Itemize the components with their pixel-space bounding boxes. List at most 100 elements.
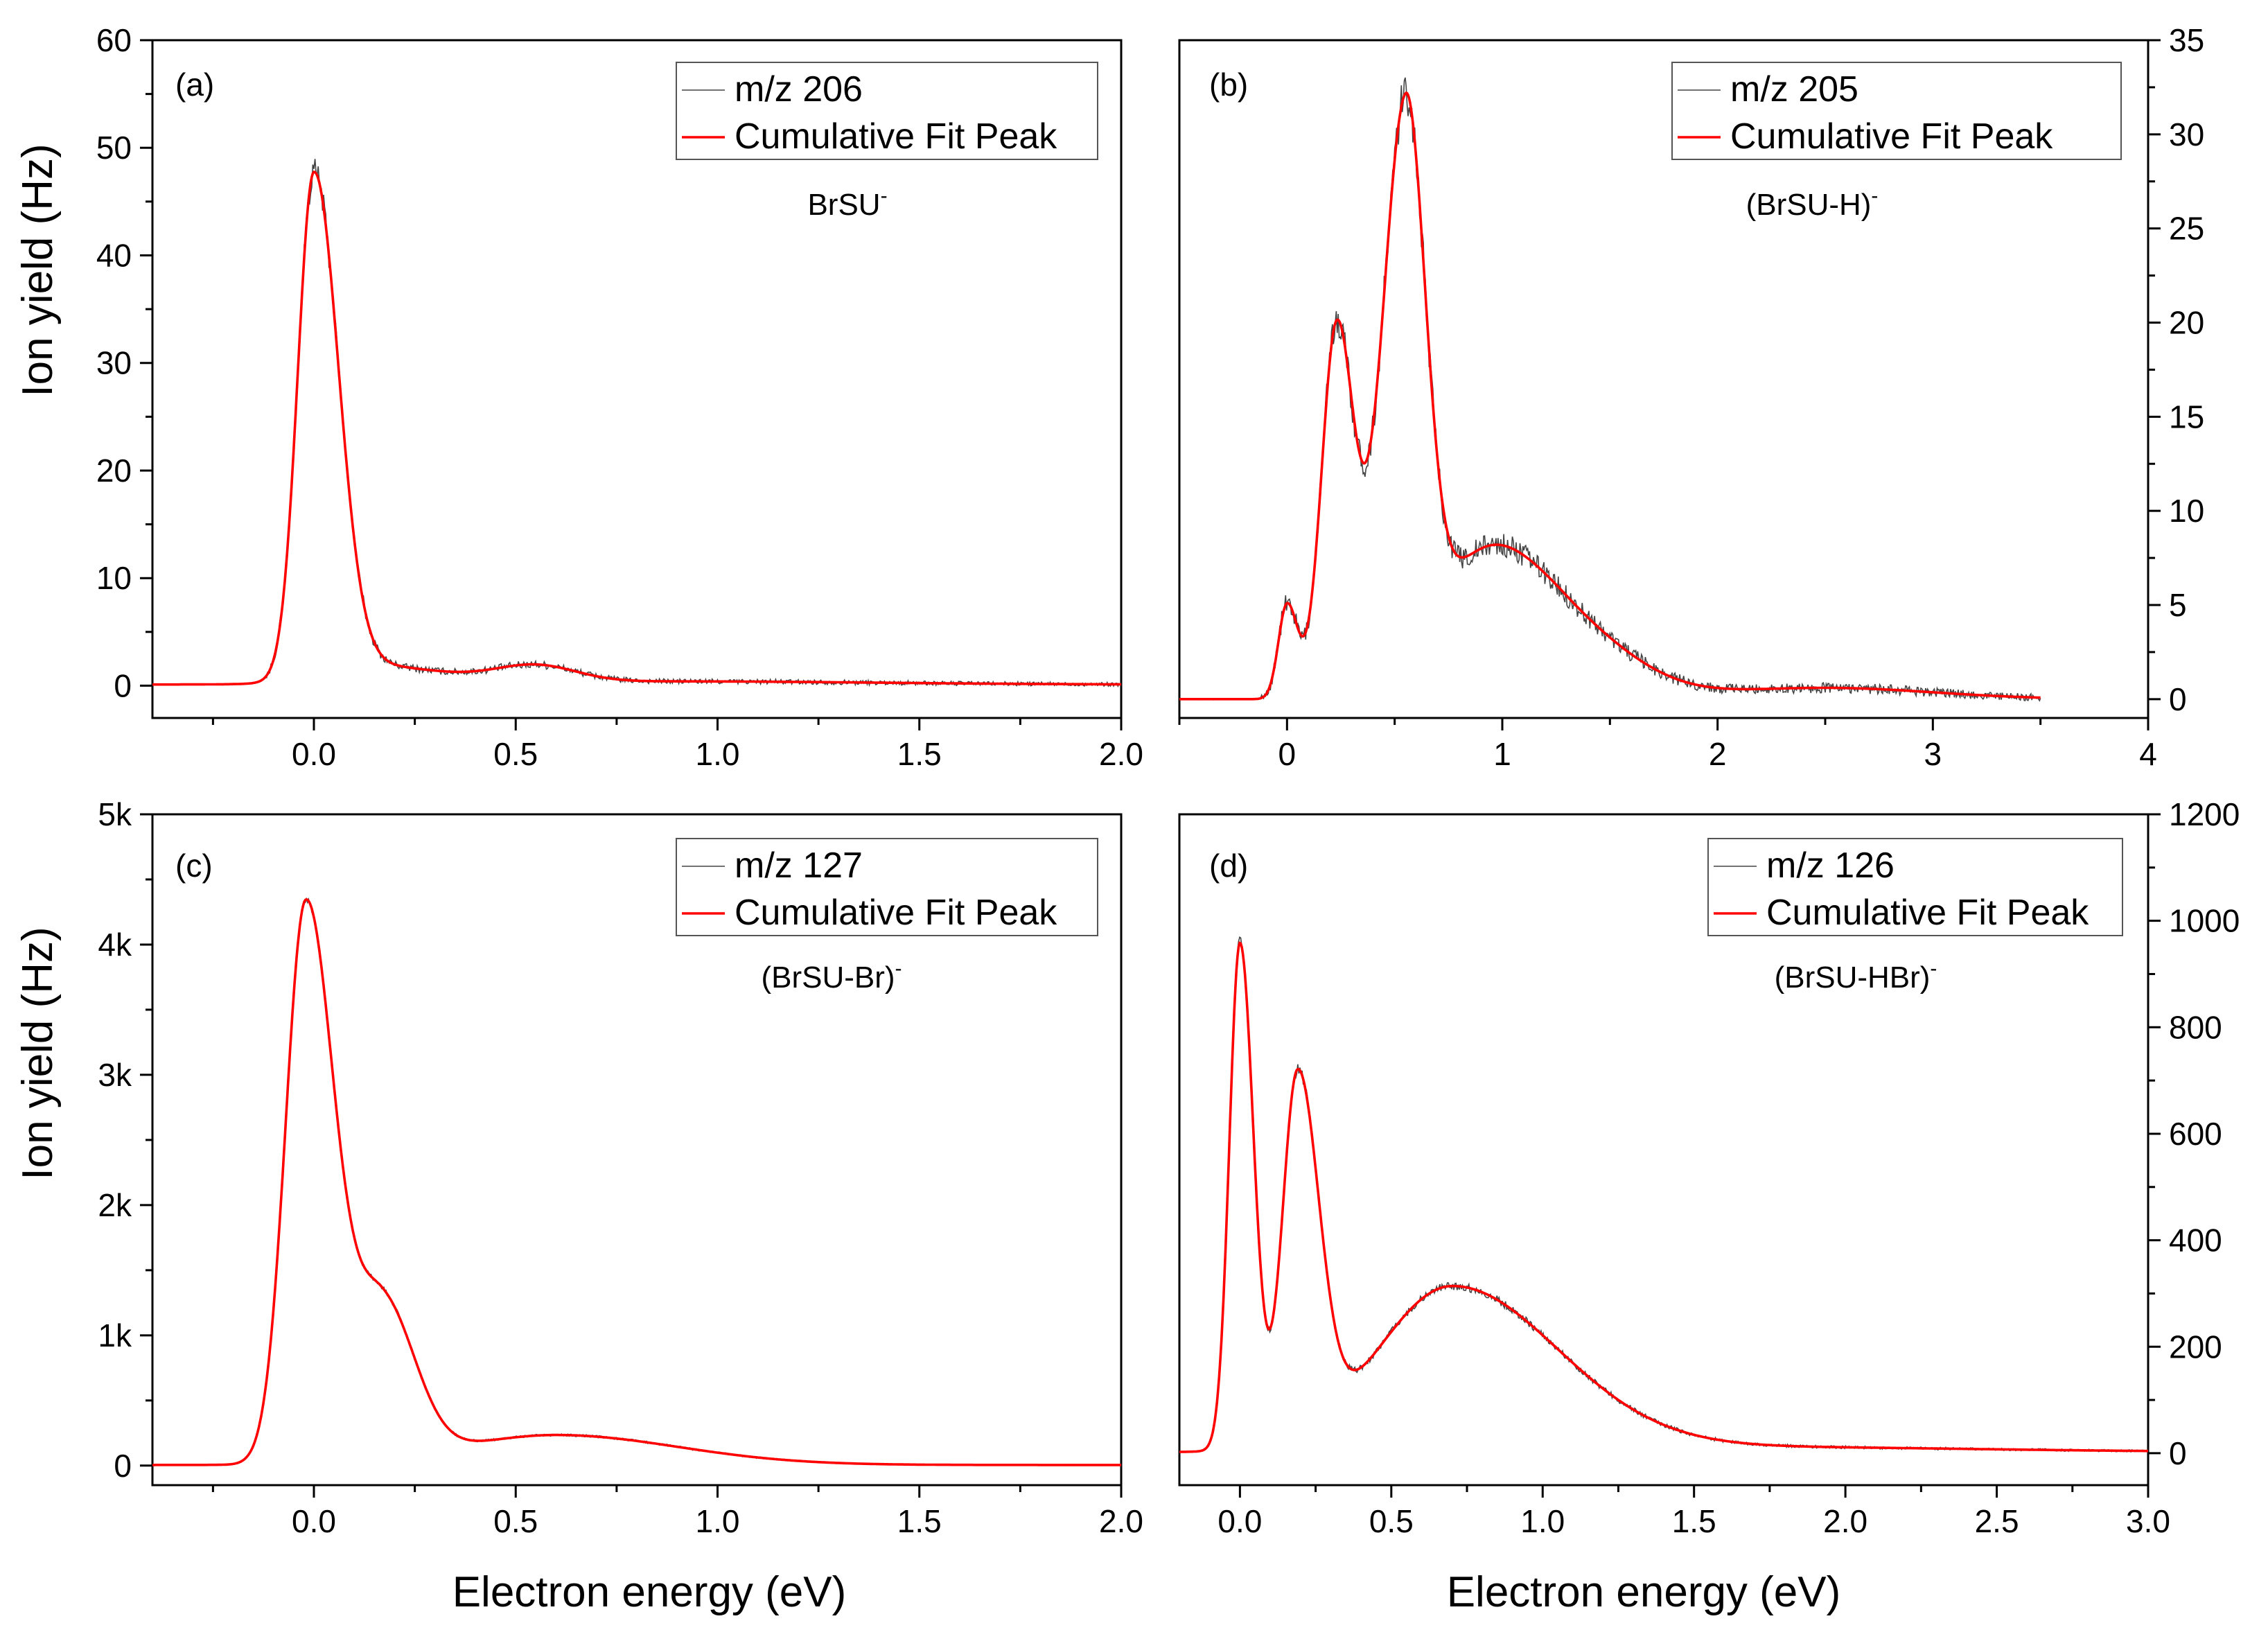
y-tick-label-a: 60 bbox=[96, 22, 132, 58]
panel-d: 0.0 0.5 1.0 1.5 2.0 2.5 3.0 0 200 400 600 800 1000 12… bbox=[1178, 796, 2240, 1539]
x-tick-label-b: 4 bbox=[2139, 736, 2157, 772]
legend-box-c bbox=[676, 838, 1098, 936]
legend-label-fit-d: Cumulative Fit Peak bbox=[1766, 893, 2089, 933]
y-tick-label-a: 50 bbox=[96, 130, 132, 166]
x-tick-label-c: 0.0 bbox=[292, 1503, 336, 1539]
y-tick-label-c: 2k bbox=[98, 1187, 132, 1223]
y-axis-title-bottom: Ion yield (Hz) bbox=[14, 927, 62, 1180]
y-tick-label-b: 20 bbox=[2169, 305, 2204, 341]
y-tick-label-a: 0 bbox=[114, 667, 132, 703]
legend-label-raw-c: m/z 127 bbox=[735, 845, 863, 886]
plot-frame-b bbox=[1178, 39, 2150, 719]
series-raw-a bbox=[152, 159, 1121, 688]
y-tick-label-a: 40 bbox=[96, 237, 132, 273]
x-tick-label-b: 2 bbox=[1709, 736, 1727, 772]
x-tick-label-c: 2.0 bbox=[1099, 1503, 1143, 1539]
y-tick-label-c: 5k bbox=[98, 796, 132, 832]
legend-label-raw-b: m/z 205 bbox=[1730, 69, 1858, 109]
legend-label-fit-c: Cumulative Fit Peak bbox=[735, 893, 1057, 933]
panel-a: 0.0 0.5 1.0 1.5 2.00102030405060(a)BrSU-m/z … bbox=[96, 22, 1143, 772]
legend-b: m/z 205 Cumulative Fit Peak bbox=[1671, 62, 2122, 160]
annotation-text-b: (BrSU-H) bbox=[1746, 188, 1872, 222]
x-tick-label-b: 3 bbox=[1924, 736, 1942, 772]
annotation-b: (BrSU-H)- bbox=[1746, 184, 1879, 222]
y-tick-label-d: 0 bbox=[2169, 1435, 2187, 1471]
legend-label-raw-a: m/z 206 bbox=[735, 69, 863, 109]
legend-box-b bbox=[1671, 62, 2122, 160]
x-tick-label-c: 1.0 bbox=[696, 1503, 740, 1539]
legend-label-fit-b: Cumulative Fit Peak bbox=[1730, 116, 2053, 157]
legend-d: m/z 126 Cumulative Fit Peak bbox=[1707, 838, 2123, 936]
legend-box-a bbox=[676, 62, 1098, 160]
x-tick-label-d: 0.5 bbox=[1369, 1503, 1414, 1539]
y-tick-label-d: 400 bbox=[2169, 1222, 2222, 1259]
annotation-text-c: (BrSU-Br) bbox=[761, 961, 895, 994]
x-axis-title-left: Electron energy (eV) bbox=[452, 1568, 847, 1616]
x-tick-label-a: 2.0 bbox=[1099, 736, 1143, 772]
legend-box-d bbox=[1707, 838, 2123, 936]
y-tick-label-b: 10 bbox=[2169, 493, 2204, 529]
series-fit-a bbox=[152, 170, 1121, 686]
x-tick-label-d: 3.0 bbox=[2126, 1503, 2170, 1539]
y-tick-label-b: 15 bbox=[2169, 398, 2204, 435]
legend-c: m/z 127 Cumulative Fit Peak bbox=[676, 838, 1098, 936]
y-tick-label-a: 20 bbox=[96, 453, 132, 489]
y-tick-label-a: 10 bbox=[96, 560, 132, 596]
y-tick-label-a: 30 bbox=[96, 345, 132, 381]
panel-label-b: (b) bbox=[1209, 67, 1248, 103]
x-tick-label-d: 0.0 bbox=[1217, 1503, 1262, 1539]
series-fit-d bbox=[1179, 941, 2148, 1453]
x-tick-label-d: 1.0 bbox=[1520, 1503, 1565, 1539]
annotation-text-a: BrSU bbox=[807, 188, 880, 222]
x-tick-label-c: 0.5 bbox=[493, 1503, 538, 1539]
y-tick-label-c: 1k bbox=[98, 1317, 132, 1353]
y-tick-label-b: 5 bbox=[2169, 587, 2187, 623]
plot-frame-d bbox=[1178, 813, 2150, 1487]
legend-label-raw-d: m/z 126 bbox=[1766, 845, 1895, 886]
x-tick-label-d: 1.5 bbox=[1672, 1503, 1716, 1539]
plot-frame-c bbox=[151, 813, 1123, 1487]
y-axis-title-top: Ion yield (Hz) bbox=[14, 143, 62, 396]
y-tick-label-c: 0 bbox=[114, 1448, 132, 1484]
y-tick-label-d: 800 bbox=[2169, 1009, 2222, 1045]
x-tick-label-a: 0.0 bbox=[292, 736, 336, 772]
annotation-superscript-a: - bbox=[881, 184, 888, 207]
legend-a: m/z 206 Cumulative Fit Peak bbox=[676, 62, 1098, 160]
x-tick-label-d: 2.0 bbox=[1823, 1503, 1867, 1539]
series-fit-c bbox=[152, 897, 1121, 1466]
x-tick-label-a: 0.5 bbox=[493, 736, 538, 772]
y-tick-label-d: 600 bbox=[2169, 1116, 2222, 1152]
x-tick-label-b: 0 bbox=[1278, 736, 1296, 772]
y-tick-label-d: 200 bbox=[2169, 1329, 2222, 1365]
x-tick-label-b: 1 bbox=[1493, 736, 1511, 772]
series-fit-b bbox=[1179, 91, 2041, 701]
annotation-d: (BrSU-HBr)- bbox=[1775, 957, 1937, 994]
legend-label-fit-a: Cumulative Fit Peak bbox=[735, 116, 1057, 157]
panel-label-d: (d) bbox=[1209, 848, 1248, 884]
panel-c: 0.0 0.5 1.0 1.5 2.0 0 1k 2k 3k 4k 5k (c) (BrSU-Br)- m… bbox=[98, 796, 1143, 1539]
panel-label-c: (c) bbox=[175, 848, 213, 884]
x-tick-label-a: 1.0 bbox=[696, 736, 740, 772]
annotation-text-d: (BrSU-HBr) bbox=[1775, 961, 1931, 994]
y-tick-label-c: 4k bbox=[98, 927, 132, 963]
y-tick-label-d: 1200 bbox=[2169, 796, 2240, 832]
annotation-superscript-c: - bbox=[895, 957, 902, 980]
y-tick-label-b: 30 bbox=[2169, 116, 2204, 152]
x-tick-label-c: 1.5 bbox=[897, 1503, 942, 1539]
annotation-superscript-d: - bbox=[1930, 957, 1937, 980]
plot-frame-a bbox=[151, 39, 1123, 719]
x-tick-label-d: 2.5 bbox=[1975, 1503, 2019, 1539]
annotation-a: BrSU- bbox=[807, 184, 887, 222]
y-tick-label-b: 25 bbox=[2169, 211, 2204, 247]
y-tick-label-d: 1000 bbox=[2169, 903, 2240, 939]
y-tick-label-b: 0 bbox=[2169, 681, 2187, 717]
x-axis-title-right: Electron energy (eV) bbox=[1447, 1568, 1841, 1616]
x-tick-label-a: 1.5 bbox=[897, 736, 942, 772]
annotation-superscript-b: - bbox=[1871, 184, 1878, 207]
y-tick-label-b: 35 bbox=[2169, 22, 2204, 58]
annotation-c: (BrSU-Br)- bbox=[761, 957, 902, 994]
y-tick-label-c: 3k bbox=[98, 1057, 132, 1093]
panel-label-a: (a) bbox=[175, 67, 214, 103]
